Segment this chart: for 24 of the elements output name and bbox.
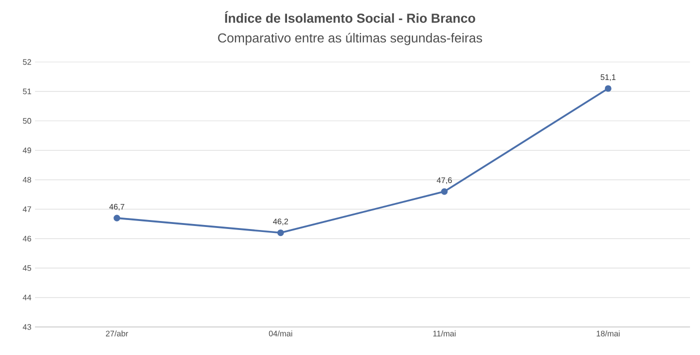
y-tick-label: 51	[22, 88, 32, 94]
y-tick-label: 52	[22, 59, 32, 65]
y-tick-label: 50	[22, 118, 32, 124]
point	[277, 229, 284, 236]
y-tick-label: 47	[22, 206, 32, 212]
data-label: 46,7	[109, 204, 124, 211]
x-tick-label: 11/mai	[433, 330, 456, 336]
data-label: 47,6	[436, 177, 452, 184]
y-tick-label: 49	[22, 148, 32, 154]
y-tick-label: 43	[22, 324, 32, 330]
y-tick-label: 45	[22, 265, 32, 271]
y-tick-label: 48	[22, 176, 32, 183]
x-tick-label: 04/mai	[268, 330, 292, 336]
x-tick-label: 18/mai	[596, 330, 620, 336]
y-tick-label: 46	[22, 236, 32, 242]
data-label: 51,1	[600, 74, 616, 81]
point	[441, 188, 448, 195]
point	[114, 214, 120, 222]
chart-title: Índice de Isolamento Social - Rio Branco	[224, 11, 476, 23]
chart-subtitle: Comparativo entre as últimas segundas-feiras	[218, 32, 482, 46]
y-tick-label: 44	[22, 294, 32, 300]
data-label: 46,2	[273, 218, 288, 226]
point	[604, 85, 612, 92]
x-tick-label: 27/abr	[106, 330, 128, 336]
